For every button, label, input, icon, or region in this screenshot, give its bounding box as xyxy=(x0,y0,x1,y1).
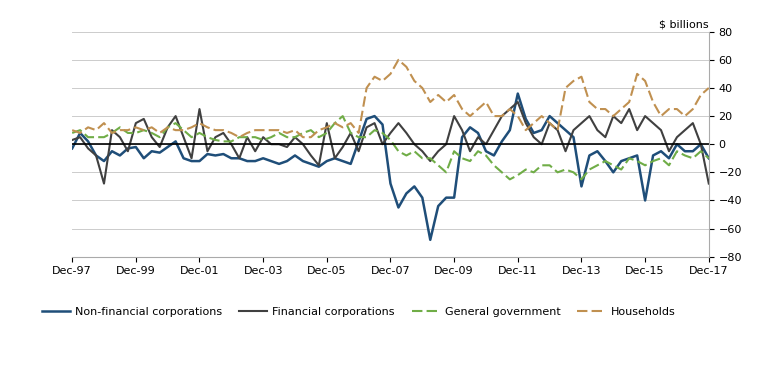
Households xyxy=(704,86,713,90)
General government xyxy=(505,177,514,182)
General government xyxy=(425,156,435,161)
Non-financial corporations xyxy=(473,131,482,135)
Line: Households: Households xyxy=(72,60,709,137)
Text: $ billions: $ billions xyxy=(659,19,709,30)
Non-financial corporations xyxy=(513,91,522,96)
General government xyxy=(338,114,347,118)
General government xyxy=(553,170,562,175)
Line: General government: General government xyxy=(72,116,709,179)
Households xyxy=(394,58,403,62)
Financial corporations xyxy=(67,138,76,142)
Financial corporations xyxy=(473,135,482,139)
Non-financial corporations xyxy=(425,238,435,242)
Households xyxy=(481,100,491,104)
Households xyxy=(553,128,562,132)
Financial corporations xyxy=(513,100,522,104)
General government xyxy=(67,131,76,135)
General government xyxy=(704,156,713,161)
Financial corporations xyxy=(553,128,562,132)
Households xyxy=(601,107,610,111)
Households xyxy=(434,93,443,97)
Financial corporations xyxy=(99,181,108,186)
General government xyxy=(633,159,642,163)
Line: Financial corporations: Financial corporations xyxy=(72,102,709,183)
Non-financial corporations xyxy=(633,153,642,158)
Non-financial corporations xyxy=(418,195,427,200)
Legend: Non-financial corporations, Financial corporations, General government, Househol: Non-financial corporations, Financial co… xyxy=(37,303,680,322)
Financial corporations xyxy=(425,159,435,163)
Households xyxy=(235,135,244,139)
General government xyxy=(473,149,482,153)
Households xyxy=(633,72,642,76)
Financial corporations xyxy=(704,181,713,186)
Non-financial corporations xyxy=(704,156,713,161)
Non-financial corporations xyxy=(67,146,76,151)
Line: Non-financial corporations: Non-financial corporations xyxy=(72,94,709,240)
Households xyxy=(67,128,76,132)
General government xyxy=(601,159,610,163)
Financial corporations xyxy=(633,128,642,132)
Households xyxy=(656,114,665,118)
Non-financial corporations xyxy=(656,149,665,153)
General government xyxy=(656,156,665,161)
Financial corporations xyxy=(656,128,665,132)
Non-financial corporations xyxy=(601,159,610,163)
Non-financial corporations xyxy=(553,121,562,125)
Financial corporations xyxy=(601,135,610,139)
